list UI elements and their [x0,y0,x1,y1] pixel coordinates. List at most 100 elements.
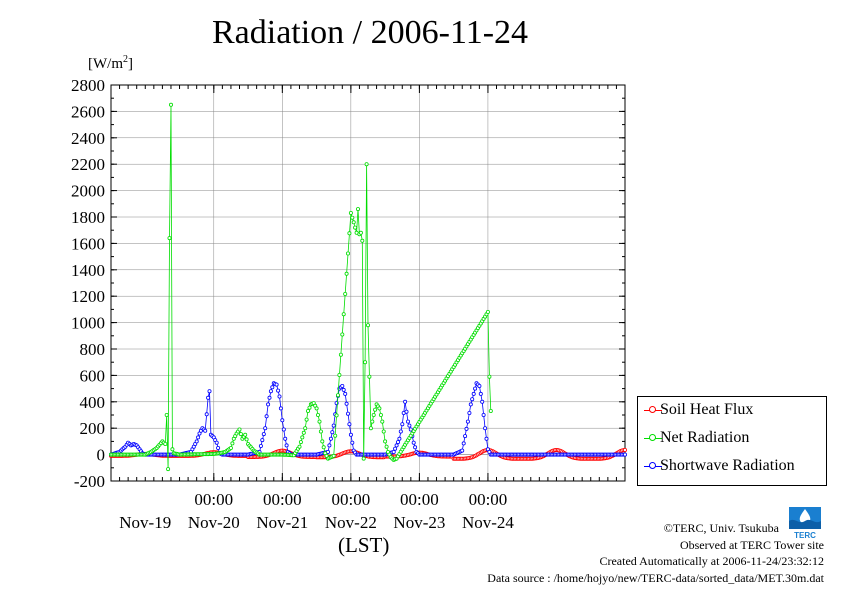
net-radiation-point [383,439,388,444]
net-radiation-point [348,210,353,215]
net-radiation-point [363,360,368,365]
y-tick-label: 1000 [71,314,105,333]
net-radiation-point [347,231,352,236]
x-day-label: Nov-21 [256,513,308,532]
x-day-label: Nov-19 [119,513,171,532]
shortwave-radiation-point [277,394,282,399]
unit-close: ] [128,56,133,72]
net-radiation-point [238,432,243,437]
shortwave-radiation-point [341,387,346,392]
shortwave-radiation-point [280,418,285,423]
x-day-label: Nov-20 [188,513,240,532]
net-radiation-point [230,441,235,446]
net-radiation-point [381,429,386,434]
shortwave-radiation-point [464,426,469,431]
shortwave-radiation-point [350,440,355,445]
net-radiation-point [331,453,336,458]
shortwave-radiation-point [467,410,472,415]
shortwave-radiation-point [404,409,409,414]
unit-superscript: 2 [123,54,128,65]
shortwave-radiation-point [267,395,272,400]
net-radiation-point [167,236,172,241]
y-tick-label: 1200 [71,287,105,306]
shortwave-radiation-point [408,427,413,432]
net-radiation-point [485,309,490,314]
shortwave-radiation-point [391,449,396,454]
net-radiation-point [300,435,305,440]
shortwave-radiation-point [344,401,349,406]
net-radiation-point [358,230,363,235]
shortwave-radiation-point [331,423,336,428]
net-radiation-point [350,215,355,220]
y-tick-label: 2000 [71,182,105,201]
net-radiation-point [298,440,303,445]
net-radiation-point [314,406,319,411]
soil-heat-flux-point [623,447,628,452]
net-radiation-point [320,439,325,444]
net-radiation-point [353,225,358,230]
net-radiation-point [237,427,242,432]
shortwave-radiation-point [214,440,219,445]
shortwave-radiation-point [460,448,465,453]
legend-item-shortwave: Shortwave Radiation [638,456,826,478]
net-radiation-point [487,374,492,379]
shortwave-radiation-point [397,436,402,441]
net-radiation-point [351,220,356,225]
shortwave-radiation-point [403,399,408,404]
net-radiation-point [163,441,168,446]
shortwave-radiation-point [478,391,483,396]
legend-marker-net [649,434,656,441]
net-radiation-point [344,271,349,276]
net-radiation-point [345,251,350,256]
shortwave-radiation-point [468,402,473,407]
x-time-tick-label: 00:00 [331,490,370,509]
shortwave-radiation-point [398,429,403,434]
x-time-tick-label: 00:00 [469,490,508,509]
shortwave-radiation-point [481,412,486,417]
legend-marker-soil [649,406,656,413]
net-radiation-point [166,467,171,472]
shortwave-radiation-line [110,382,625,455]
net-radiation-point [301,430,306,435]
shortwave-radiation-point [260,438,265,443]
net-radiation-point [368,426,373,431]
unit-text: [W/m [88,56,123,72]
legend-item-soil-heat-flux: Soil Heat Flux [638,400,826,422]
net-radiation-point [343,291,348,296]
shortwave-radiation-point [395,440,400,445]
net-radiation-point [337,372,342,377]
shortwave-radiation-point [400,422,405,427]
net-radiation-point [228,445,233,450]
x-time-tick-label: 00:00 [263,490,302,509]
shortwave-radiation-point [411,440,416,445]
net-radiation-point [303,426,308,431]
net-radiation-point [370,419,375,424]
shortwave-radiation-point [281,427,286,432]
copyright-text: ©TERC, Univ. Tsukuba [663,521,779,535]
shortwave-radiation-point [463,434,468,439]
shortwave-radiation-point [264,414,269,419]
net-radiation-point [164,412,169,417]
observed-text: Observed at TERC Tower site [679,537,824,552]
chart-title: Radiation / 2006-11-24 [211,14,529,51]
net-radiation-point [371,412,376,417]
shortwave-radiation-point [216,445,221,450]
net-radiation-point [318,429,323,434]
shortwave-radiation-point [477,383,482,388]
legend-item-net-radiation: Net Radiation [638,428,826,450]
y-tick-label: 200 [80,419,106,438]
y-tick-label: 1600 [71,234,105,253]
shortwave-radiation-point [207,389,212,394]
net-radiation-point [373,407,378,412]
x-time-tick-label: 00:00 [194,490,233,509]
shortwave-radiation-point [327,443,332,448]
net-radiation-point [384,444,389,449]
legend-label-shortwave: Shortwave Radiation [660,457,795,474]
shortwave-radiation-point [194,439,199,444]
x-time-tick-label: 00:00 [400,490,439,509]
net-radiation-point [244,437,249,442]
net-radiation-point [360,238,365,243]
net-radiation-point [364,162,369,167]
shortwave-radiation-point [345,411,350,416]
shortwave-radiation-point [407,423,412,428]
